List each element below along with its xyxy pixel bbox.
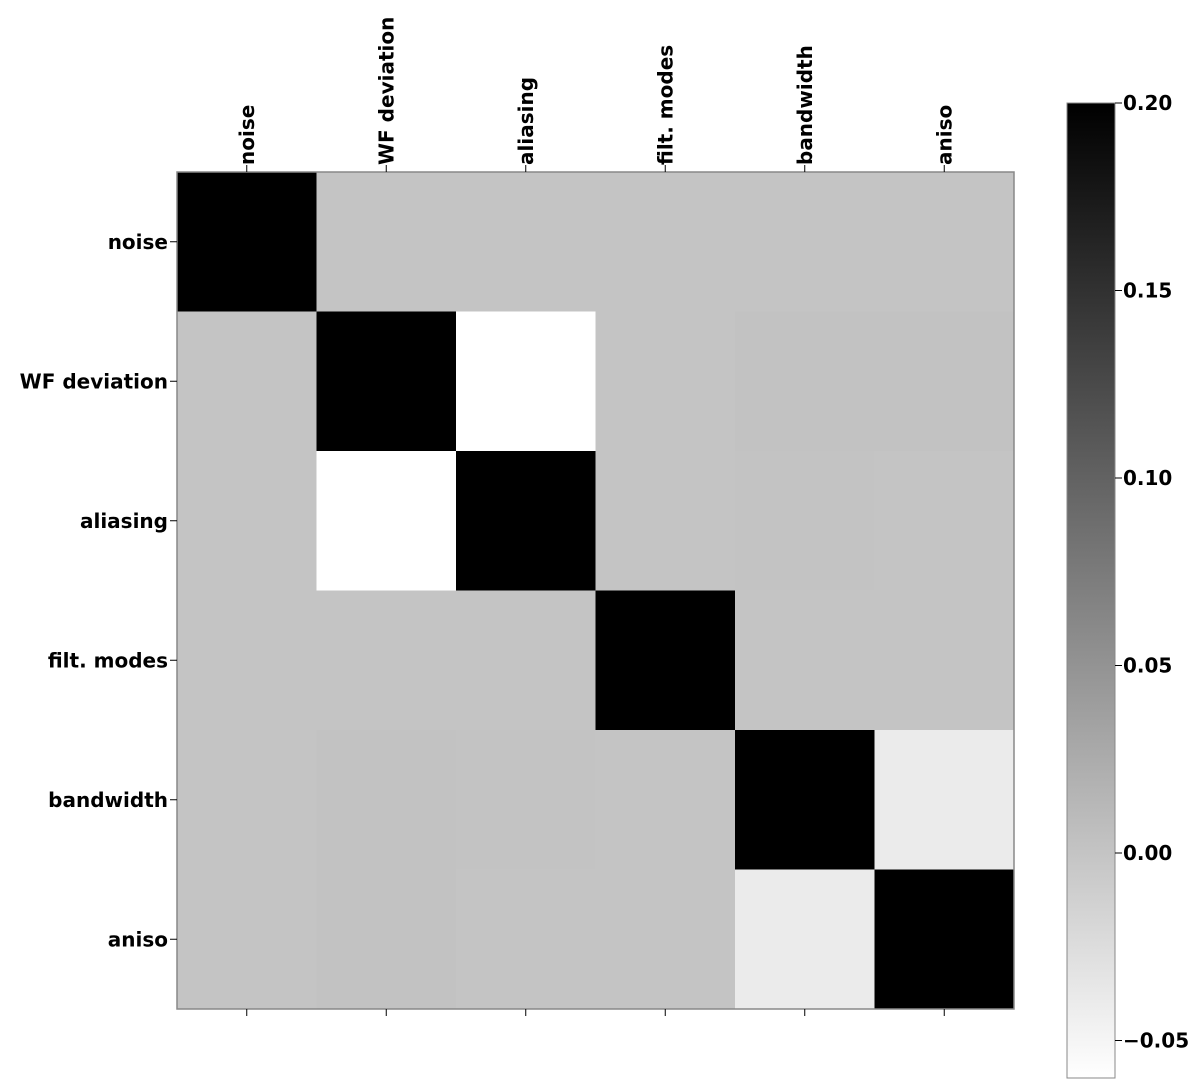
colorbar-gradient	[1066, 102, 1116, 1079]
heatmap-cell	[456, 311, 596, 452]
heatmap-cell	[735, 869, 875, 1010]
heatmap-cell	[735, 590, 875, 731]
x-tick-label: bandwidth	[793, 45, 817, 165]
heatmap-cell	[595, 311, 736, 452]
heatmap-cell	[874, 172, 1015, 312]
heatmap-cell	[316, 869, 457, 1010]
y-tick-label: aniso	[108, 927, 168, 951]
heatmap-cell	[595, 730, 736, 870]
x-tick-label: noise	[235, 105, 259, 165]
heatmap-cell	[177, 869, 317, 1010]
heatmap-cell	[874, 311, 1015, 452]
y-tick-label: filt. modes	[48, 648, 168, 672]
heatmap-cell	[874, 730, 1015, 870]
heatmap-cell	[456, 172, 596, 312]
colorbar-tick-label: −0.05	[1123, 1029, 1189, 1053]
heatmap-cell	[316, 311, 457, 452]
x-tick-label: aliasing	[514, 77, 538, 165]
x-tick-labels: noise WF deviation aliasing filt. modes band…	[235, 17, 956, 1016]
heatmap-cell	[177, 730, 317, 870]
x-tick-label: filt. modes	[653, 45, 677, 165]
heatmap-cell	[595, 869, 736, 1010]
colorbar: 0.20 0.15 0.10 0.05 0.00 −0.05	[1066, 91, 1189, 1079]
heatmap-cell	[177, 311, 317, 452]
y-tick-label: aliasing	[80, 509, 168, 533]
heatmap-cell	[456, 590, 596, 731]
y-tick-label: WF deviation	[20, 369, 168, 393]
colorbar-tick-label: 0.10	[1123, 466, 1172, 490]
heatmap-cell	[874, 869, 1015, 1010]
heatmap-cell	[456, 869, 596, 1010]
heatmap-cell	[316, 451, 457, 591]
y-tick-label: bandwidth	[48, 788, 168, 812]
x-tick-label: aniso	[932, 105, 956, 165]
heatmap-cell	[177, 172, 317, 312]
heatmap-cell	[735, 730, 875, 870]
heatmap-cell	[874, 590, 1015, 731]
y-tick-label: noise	[108, 230, 168, 254]
heatmap-cell	[316, 590, 457, 731]
heatmap-cell	[735, 311, 875, 452]
heatmap-cells	[177, 172, 1015, 1010]
heatmap-cell	[735, 451, 875, 591]
colorbar-tick-label: 0.05	[1123, 654, 1172, 678]
heatmap-cell	[735, 172, 875, 312]
heatmap-frame	[176, 171, 1015, 1010]
heatmap-cell	[595, 172, 736, 312]
colorbar-tick-label: 0.15	[1123, 279, 1172, 303]
heatmap-cell	[177, 590, 317, 731]
heatmap-cell	[595, 590, 736, 731]
colorbar-tick-label: 0.00	[1123, 841, 1172, 865]
y-tick-labels: noise WF deviation aliasing filt. modes band…	[20, 230, 177, 951]
heatmap-cell	[456, 730, 596, 870]
heatmap-cell	[177, 451, 317, 591]
heatmap-cell	[595, 451, 736, 591]
heatmap-cell	[316, 730, 457, 870]
x-tick-label: WF deviation	[374, 17, 398, 165]
heatmap-cell	[456, 451, 596, 591]
heatmap-cell	[874, 451, 1015, 591]
colorbar-ticks: 0.20 0.15 0.10 0.05 0.00 −0.05	[1115, 91, 1189, 1053]
heatmap-cell	[316, 172, 457, 312]
colorbar-tick-label: 0.20	[1123, 91, 1172, 115]
